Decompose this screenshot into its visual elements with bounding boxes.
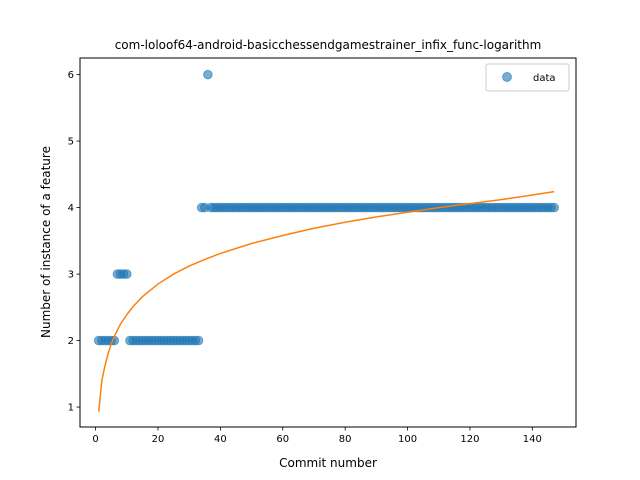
x-axis-label: Commit number bbox=[279, 456, 377, 470]
x-tick-label: 80 bbox=[339, 434, 352, 445]
legend-marker-data bbox=[502, 72, 512, 82]
data-point bbox=[549, 202, 559, 213]
x-tick-label: 140 bbox=[523, 434, 542, 445]
x-tick-label: 0 bbox=[92, 434, 98, 445]
x-tick-label: 20 bbox=[152, 434, 165, 445]
y-tick-label: 1 bbox=[68, 403, 74, 414]
y-tick-label: 5 bbox=[68, 137, 74, 148]
legend-label-data: data bbox=[533, 73, 556, 84]
y-tick-label: 6 bbox=[68, 70, 74, 81]
y-axis: 1 2 3 4 5 6 bbox=[68, 70, 80, 414]
plot-frame bbox=[79, 57, 577, 428]
plot-area bbox=[93, 69, 559, 412]
x-tick-label: 60 bbox=[276, 434, 289, 445]
y-axis-label: Number of instance of a feature bbox=[39, 146, 53, 338]
data-point bbox=[121, 269, 132, 279]
x-axis: 0 20 40 60 80 100 120 140 bbox=[92, 427, 542, 445]
y-tick-label: 3 bbox=[68, 270, 74, 281]
y-tick-label: 2 bbox=[68, 336, 74, 347]
x-tick-label: 100 bbox=[398, 434, 417, 445]
data-point bbox=[203, 69, 213, 80]
data-point bbox=[193, 335, 204, 346]
x-tick-label: 120 bbox=[460, 434, 479, 445]
legend-box bbox=[485, 63, 570, 92]
y-tick-label: 4 bbox=[68, 203, 74, 214]
chart-title: com-loloof64-android-basicchessendgamest… bbox=[115, 38, 542, 52]
x-tick-label: 40 bbox=[214, 434, 227, 445]
legend: data bbox=[485, 63, 570, 92]
fit-line bbox=[97, 190, 555, 412]
